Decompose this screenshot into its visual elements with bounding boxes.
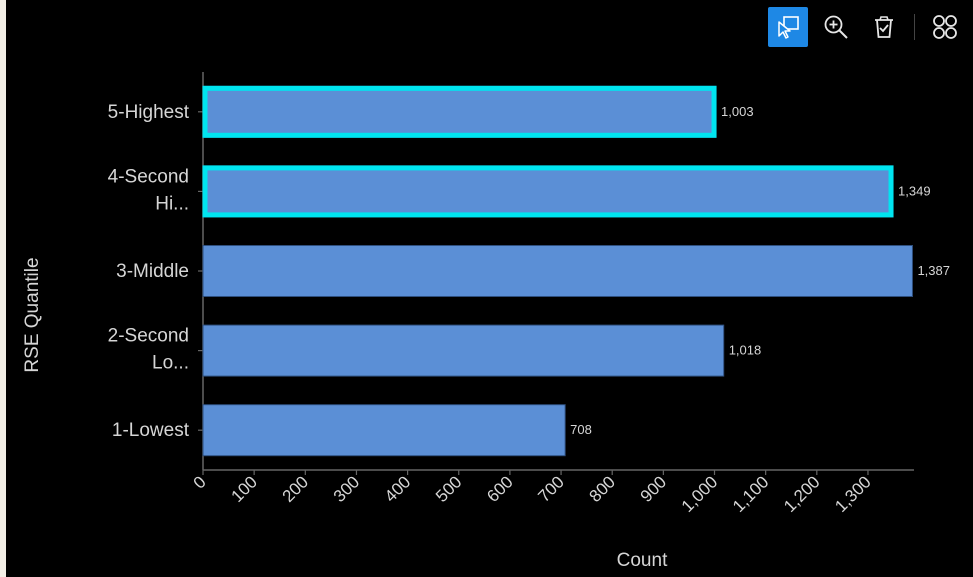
- grid-icon: [933, 15, 957, 39]
- y-axis-title: RSE Quantile: [22, 257, 43, 372]
- x-tick-label: 600: [483, 472, 516, 505]
- x-tick-label: 300: [330, 472, 363, 505]
- category-label: 2-Second: [108, 326, 189, 347]
- background-strip: [0, 0, 6, 577]
- clear-selection-button[interactable]: [864, 7, 904, 47]
- bar[interactable]: [202, 85, 717, 138]
- category-label: 3-Middle: [116, 261, 189, 282]
- selection-mode-button[interactable]: [768, 7, 808, 47]
- category-label: 5-Highest: [108, 102, 190, 123]
- x-tick-label: 1,200: [780, 472, 824, 516]
- x-tick-label: 100: [227, 472, 260, 505]
- bar-chart: 1,003 5-Highest 1,349 4-Second Hi... 1,387 3-M…: [22, 72, 950, 571]
- zoom-in-button[interactable]: [816, 7, 856, 47]
- category-label: Hi...: [155, 193, 189, 214]
- category-label: 1-Lowest: [112, 420, 190, 441]
- options-button[interactable]: [925, 7, 965, 47]
- x-tick-label: 1,300: [831, 472, 875, 516]
- bar-value-label: 1,387: [917, 263, 950, 278]
- zoom-in-icon: [824, 15, 848, 39]
- chart-toolbar: [768, 7, 965, 47]
- clear-selection-icon: [875, 16, 893, 38]
- bar-value-label: 1,003: [721, 104, 754, 119]
- category-label: 4-Second: [108, 166, 189, 187]
- x-tick-label: 800: [586, 472, 619, 505]
- bar-value-label: 1,349: [898, 183, 931, 198]
- category-label: Lo...: [152, 353, 189, 374]
- x-tick-label: 400: [381, 472, 414, 505]
- bar[interactable]: [202, 324, 725, 377]
- x-tick-label: 500: [432, 472, 465, 505]
- bar-selection-highlight: [202, 165, 894, 218]
- x-axis-title: Count: [617, 550, 668, 571]
- x-tick-label: 200: [279, 472, 312, 505]
- bar[interactable]: [202, 404, 566, 457]
- chart-panel: 1,003 5-Highest 1,349 4-Second Hi... 1,387 3-M…: [6, 0, 973, 577]
- bar[interactable]: [202, 165, 894, 218]
- toolbar-divider: [914, 14, 915, 40]
- x-tick-label: 1,000: [678, 472, 722, 516]
- x-tick-label: 700: [534, 472, 567, 505]
- x-tick-label: 1,100: [729, 472, 773, 516]
- bar-value-label: 708: [570, 422, 592, 437]
- selection-icon: [778, 16, 799, 39]
- bar-selection-highlight: [202, 85, 717, 138]
- x-tick-label: 0: [190, 472, 210, 492]
- x-tick-label: 900: [637, 472, 670, 505]
- bar-value-label: 1,018: [729, 343, 762, 358]
- bar[interactable]: [202, 245, 913, 297]
